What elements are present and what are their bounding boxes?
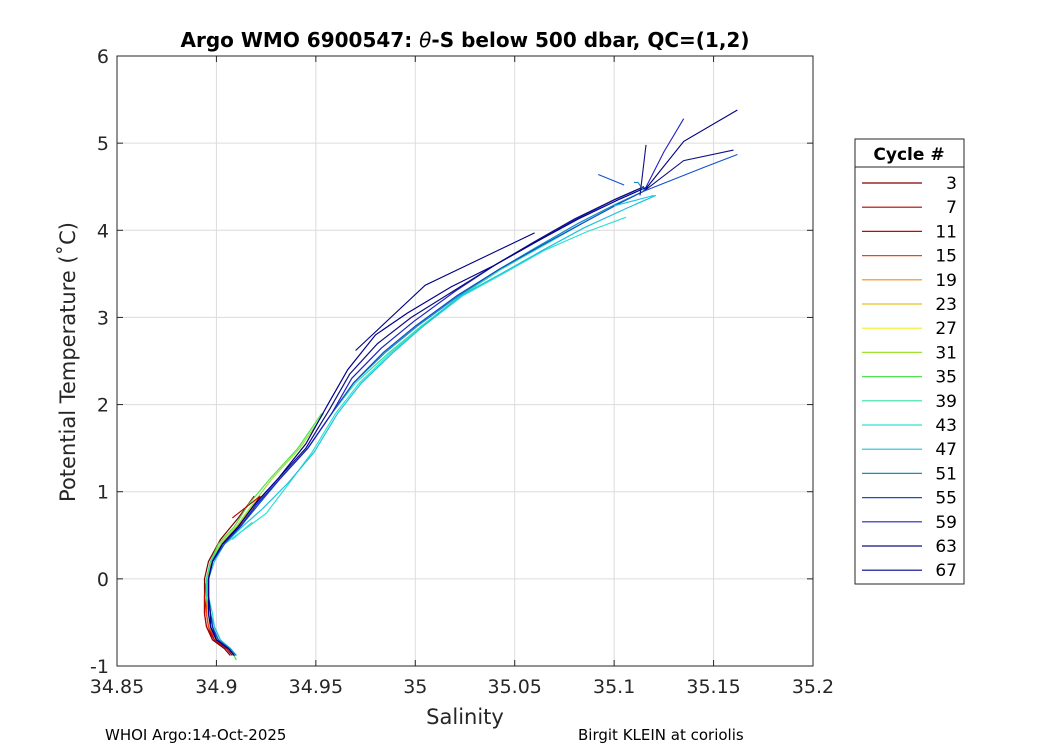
plot-frame — [116, 55, 814, 667]
series-segment-cycle-67 — [355, 232, 535, 351]
legend-label-27: 27 — [935, 319, 957, 339]
legend-label-63: 63 — [935, 537, 957, 557]
y-tick-label: 4 — [97, 220, 109, 242]
series-segment-cycle-55 — [597, 173, 625, 186]
legend-label-7: 7 — [946, 198, 957, 218]
x-tick-label: 35.2 — [792, 676, 834, 698]
series-segment-cycle-63 — [643, 149, 734, 192]
y-tick-label: 5 — [97, 133, 109, 155]
y-tick-label: 6 — [97, 46, 109, 68]
series-lines — [203, 109, 738, 661]
legend-label-35: 35 — [935, 368, 957, 388]
footer-right: Birgit KLEIN at coriolis — [578, 726, 744, 744]
series-segment-cycle-55 — [643, 153, 738, 192]
legend-title: Cycle # — [873, 145, 944, 165]
legend-label-51: 51 — [935, 464, 957, 484]
y-tick-label: 3 — [97, 307, 109, 329]
chart-title-rest: -S below 500 dbar, QC=(1,2) — [431, 28, 749, 52]
legend-label-11: 11 — [935, 222, 957, 242]
series-segment-cycle-63 — [639, 144, 647, 196]
series-line-cycle-67 — [207, 186, 649, 656]
series-segment-cycle-51 — [634, 181, 645, 192]
x-tick-label: 34.95 — [289, 676, 343, 698]
legend-label-67: 67 — [935, 561, 957, 581]
y-tick-label: -1 — [90, 656, 109, 678]
x-tick-label: 35.05 — [488, 676, 542, 698]
legend-label-31: 31 — [935, 343, 957, 363]
legend-label-55: 55 — [935, 489, 957, 509]
legend-label-23: 23 — [935, 295, 957, 315]
legend-label-19: 19 — [935, 271, 957, 291]
axis-ticks: 34.85 34.9 34.95 35 35.05 35.1 35.15 35.2-10123… — [90, 46, 834, 698]
legend-label-43: 43 — [935, 416, 957, 436]
legend-label-39: 39 — [935, 392, 957, 412]
y-tick-label: 2 — [97, 395, 109, 417]
series-line-cycle-47 — [207, 194, 657, 656]
chart-title: Argo WMO 6900547: θ-S below 500 dbar, QC… — [181, 28, 750, 52]
legend-label-47: 47 — [935, 440, 957, 460]
footer-left: WHOI Argo:14-Oct-2025 — [105, 726, 286, 744]
x-axis-label: Salinity — [426, 705, 504, 729]
chart-title-theta: θ — [419, 28, 431, 52]
x-tick-label: 34.85 — [90, 676, 144, 698]
legend-items: 3 7 11 15 19 23 27 31 35 39 43 47 51 55 59 63 67 — [862, 174, 957, 581]
grid-lines — [117, 56, 813, 666]
x-tick-label: 35 — [403, 676, 427, 698]
series-segment-cycle-43 — [231, 521, 253, 541]
chart-title-main: Argo WMO 6900547: — [181, 28, 420, 52]
x-tick-label: 35.1 — [593, 676, 635, 698]
series-segment-cycle-67 — [643, 109, 738, 192]
series-segment-cycle-47 — [613, 194, 655, 207]
y-axis-label: Potential Temperature (˚C) — [56, 222, 80, 502]
x-tick-label: 35.15 — [686, 676, 740, 698]
plot-area — [117, 56, 813, 666]
legend-label-3: 3 — [946, 174, 957, 194]
series-segment-cycle-59 — [643, 118, 685, 192]
x-tick-label: 34.9 — [195, 676, 237, 698]
legend: Cycle # 3 7 11 15 19 23 27 31 35 39 43 47 51 55 59 63 67 — [854, 138, 965, 585]
y-tick-label: 0 — [97, 569, 109, 591]
series-segment-cycle-7 — [231, 495, 261, 519]
series-line-cycle-43 — [207, 216, 627, 656]
legend-label-15: 15 — [935, 247, 957, 267]
legend-label-59: 59 — [935, 513, 957, 533]
legend-box — [854, 138, 965, 585]
y-tick-label: 1 — [97, 482, 109, 504]
